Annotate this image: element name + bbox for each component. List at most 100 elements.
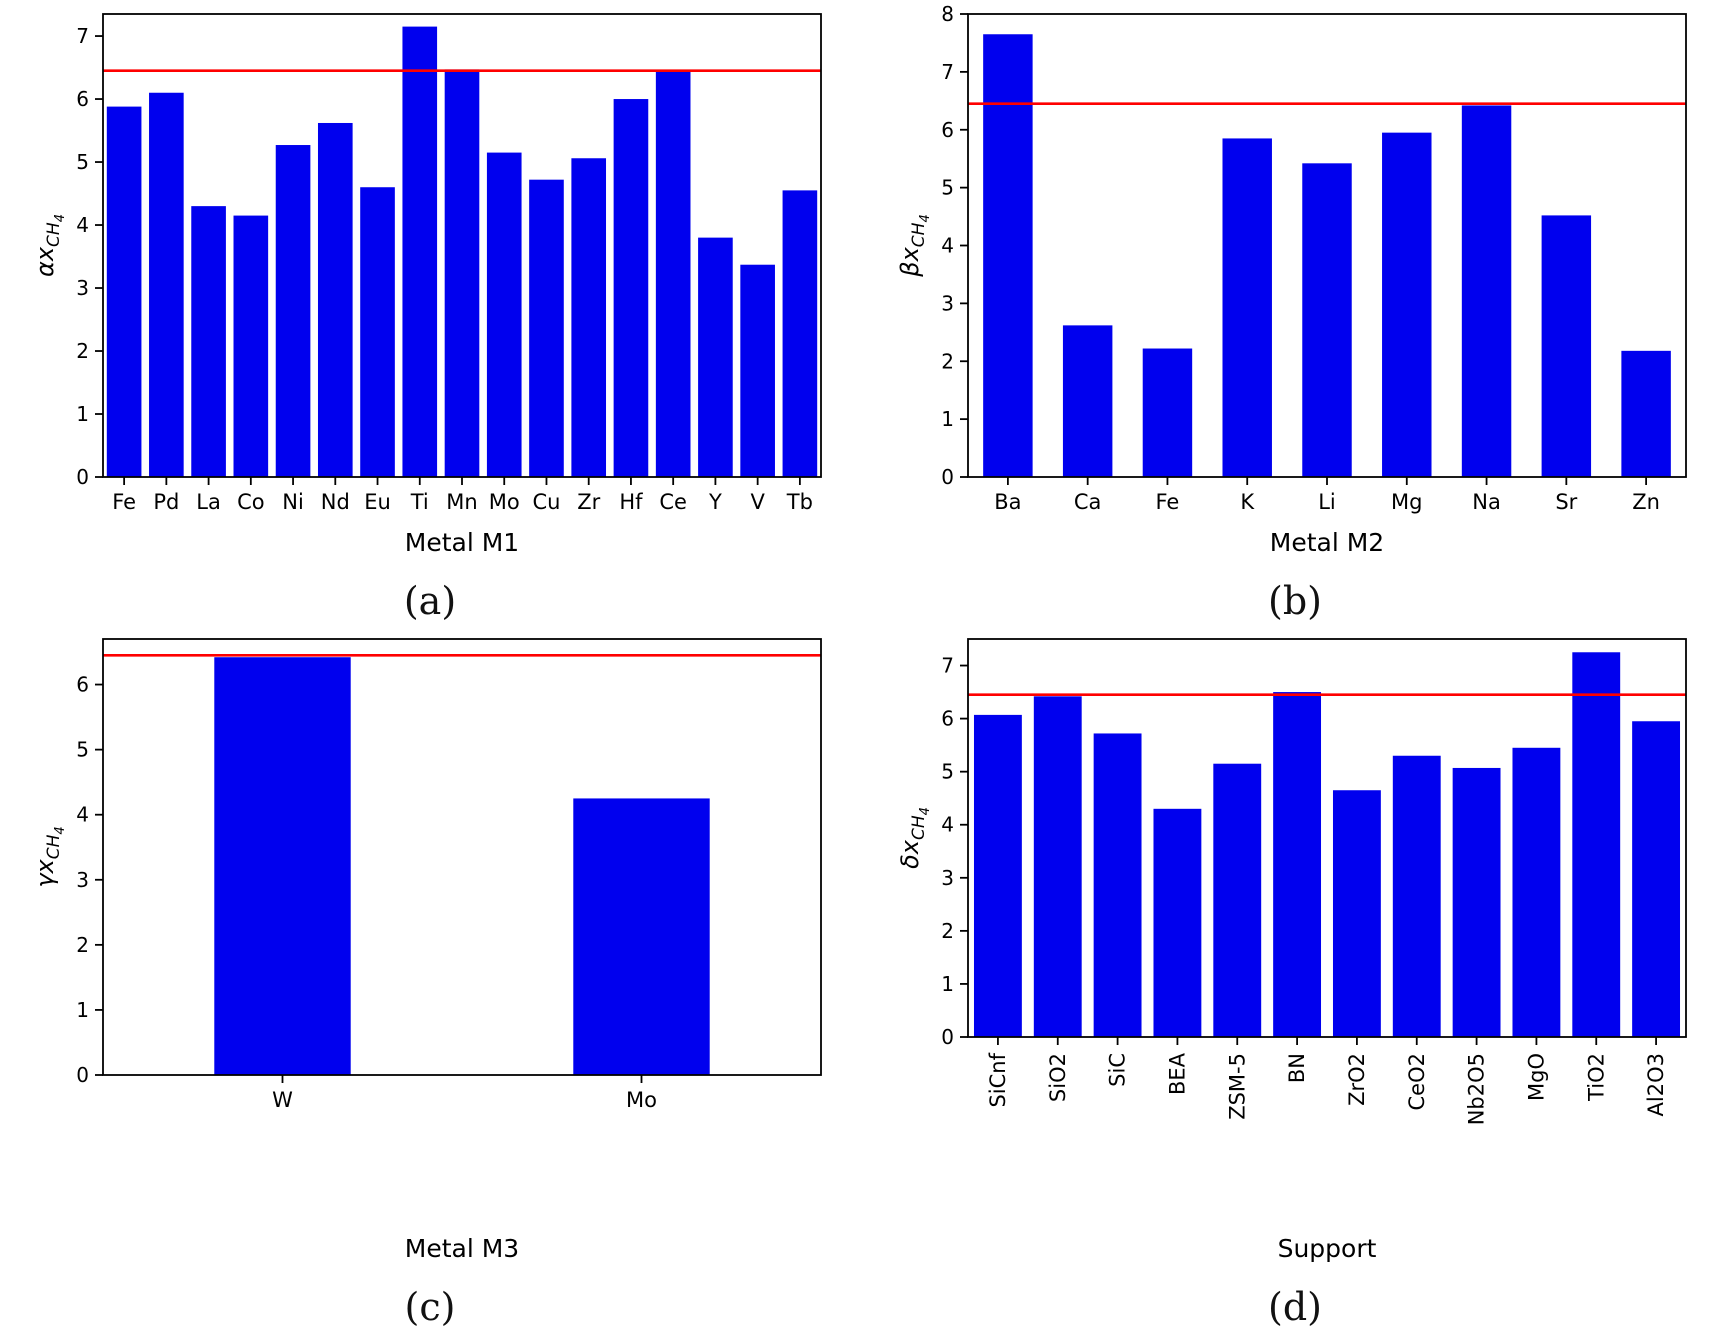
y-axis-label-sub: CH — [44, 834, 64, 859]
x-tick-label: MgO — [1524, 1053, 1548, 1101]
bar-Y — [698, 237, 733, 477]
bar-Pd — [149, 92, 184, 478]
x-tick-label: Nd — [321, 490, 350, 514]
y-tick-label: 1 — [76, 402, 89, 426]
bar-Al2O3 — [1632, 720, 1681, 1037]
subplot-b-caption: (b) — [1268, 579, 1322, 623]
bar-Ti — [402, 26, 438, 478]
x-tick-label: Ti — [410, 490, 429, 514]
bar-Li — [1302, 163, 1352, 477]
bar-ZrO2 — [1332, 789, 1381, 1037]
x-tick-label: Mo — [626, 1088, 657, 1112]
y-tick-label: 3 — [76, 867, 89, 891]
y-tick-label: 0 — [76, 1063, 89, 1087]
x-tick-label: BN — [1285, 1053, 1309, 1083]
x-tick-label: Mg — [1391, 490, 1422, 514]
y-tick-label: 7 — [76, 24, 89, 48]
bar-Tb — [782, 190, 818, 477]
y-axis-label-sub: CH — [909, 222, 929, 247]
bar-La — [191, 206, 226, 477]
x-tick-label: Y — [708, 490, 722, 514]
bar-chart-metal-m1: 0 1 2 3 4 5 6 7 Fe Pd La Co Ni Nd Eu Ti Mn Mo Cu Zr Hf Ce Y V Tb… — [25, 2, 835, 567]
y-axis-label-subsub: 4 — [918, 214, 933, 222]
subplot-c-caption: (c) — [404, 1284, 456, 1329]
y-tick-label: 4 — [76, 802, 89, 826]
y-tick-label: 1 — [941, 407, 954, 431]
y-tick-label: 5 — [76, 737, 89, 761]
chart-svg-a: 0 1 2 3 4 5 6 7 Fe Pd La Co Ni Nd Eu Ti Mn Mo Cu Zr Hf Ce Y V Tb… — [31, 13, 822, 557]
y-tick-label: 3 — [76, 276, 89, 300]
y-tick-label: 5 — [941, 759, 954, 783]
bar-W — [214, 656, 351, 1075]
chart-svg-d: 0 1 2 3 4 5 6 7 SiCnf SiO2 SiC BEA ZSM-5 BN ZrO2 CeO2 Nb… — [896, 637, 1687, 1263]
bar-Nd — [317, 122, 353, 477]
bar-BEA — [1153, 808, 1202, 1037]
x-tick-label: Ca — [1074, 490, 1102, 514]
y-axis-label: βxCH4 — [896, 214, 933, 277]
subplot-a-caption: (a) — [403, 579, 457, 623]
x-tick-label: SiC — [1106, 1053, 1130, 1087]
y-tick-label: 0 — [76, 465, 89, 489]
bar-Ni — [275, 145, 311, 477]
y-tick-label: 6 — [941, 706, 954, 730]
x-tick-label: Al2O3 — [1644, 1053, 1668, 1116]
y-tick-label: 7 — [941, 653, 954, 677]
x-tick-label: ZSM-5 — [1225, 1053, 1249, 1120]
bar-Fe — [1142, 348, 1193, 477]
x-tick-label: Zr — [577, 490, 600, 514]
x-tick-label: Sr — [1555, 490, 1577, 514]
y-axis-label-subsub: 4 — [53, 214, 68, 222]
y-tick-label: 4 — [941, 812, 954, 836]
y-axis-label-main: βx — [896, 246, 924, 277]
y-tick-label: 5 — [941, 176, 954, 200]
y-axis-label-sub: CH — [909, 815, 929, 840]
bar-Zn — [1621, 350, 1671, 477]
x-tick-label: Na — [1472, 490, 1501, 514]
bar-CeO2 — [1392, 755, 1441, 1037]
bar-Eu — [360, 187, 395, 477]
x-tick-label: ZrO2 — [1345, 1053, 1369, 1106]
y-tick-label: 2 — [941, 349, 954, 373]
y-axis-label-subsub: 4 — [53, 826, 68, 834]
subplot-c: 0 1 2 3 4 5 6 W Mo Metal M3 γxCH4 (c) — [20, 625, 840, 1330]
x-tick-label: Mo — [489, 490, 520, 514]
bar-Cu — [529, 179, 564, 477]
plot-box — [967, 637, 1687, 1038]
bar-Zr — [571, 158, 607, 477]
x-tick-label: CeO2 — [1405, 1053, 1429, 1110]
subplot-d: 0 1 2 3 4 5 6 7 SiCnf SiO2 SiC BEA ZSM-5 BN ZrO2 CeO2 Nb… — [885, 625, 1705, 1330]
bar-Ca — [1062, 325, 1113, 477]
bar-Na — [1461, 105, 1512, 477]
y-axis-label-subsub: 4 — [918, 807, 933, 815]
x-axis-label: Metal M2 — [1270, 528, 1384, 557]
x-tick-label: Ce — [659, 490, 687, 514]
x-tick-label: Co — [237, 490, 265, 514]
x-tick-label: TiO2 — [1584, 1053, 1608, 1102]
plot-box — [102, 637, 822, 1076]
bar-Mo — [486, 152, 522, 478]
x-tick-label: Nb2O5 — [1465, 1053, 1489, 1125]
bar-SiO2 — [1033, 695, 1082, 1037]
bar-V — [740, 264, 775, 477]
x-tick-label: Ba — [994, 490, 1021, 514]
y-tick-label: 0 — [941, 465, 954, 489]
x-axis-label: Metal M3 — [405, 1234, 519, 1263]
y-tick-label: 2 — [76, 932, 89, 956]
bar-Mg — [1382, 132, 1432, 478]
bar-Mo — [573, 797, 710, 1075]
y-axis-label: αxCH4 — [31, 214, 68, 277]
bar-Ba — [983, 34, 1033, 477]
y-tick-label: 1 — [76, 997, 89, 1021]
x-tick-label: La — [196, 490, 221, 514]
y-tick-label: 8 — [941, 2, 954, 26]
x-tick-label: Mn — [446, 490, 477, 514]
bar-TiO2 — [1572, 651, 1621, 1037]
x-tick-label: Hf — [619, 490, 643, 514]
y-tick-label: 6 — [76, 87, 89, 111]
bar-SiC — [1093, 732, 1142, 1037]
y-axis-label-main: αx — [31, 246, 59, 277]
subplot-a: 0 1 2 3 4 5 6 7 Fe Pd La Co Ni Nd Eu Ti Mn Mo Cu Zr Hf Ce Y V Tb… — [20, 2, 840, 625]
y-tick-label: 3 — [941, 865, 954, 889]
bar-Co — [233, 215, 269, 477]
